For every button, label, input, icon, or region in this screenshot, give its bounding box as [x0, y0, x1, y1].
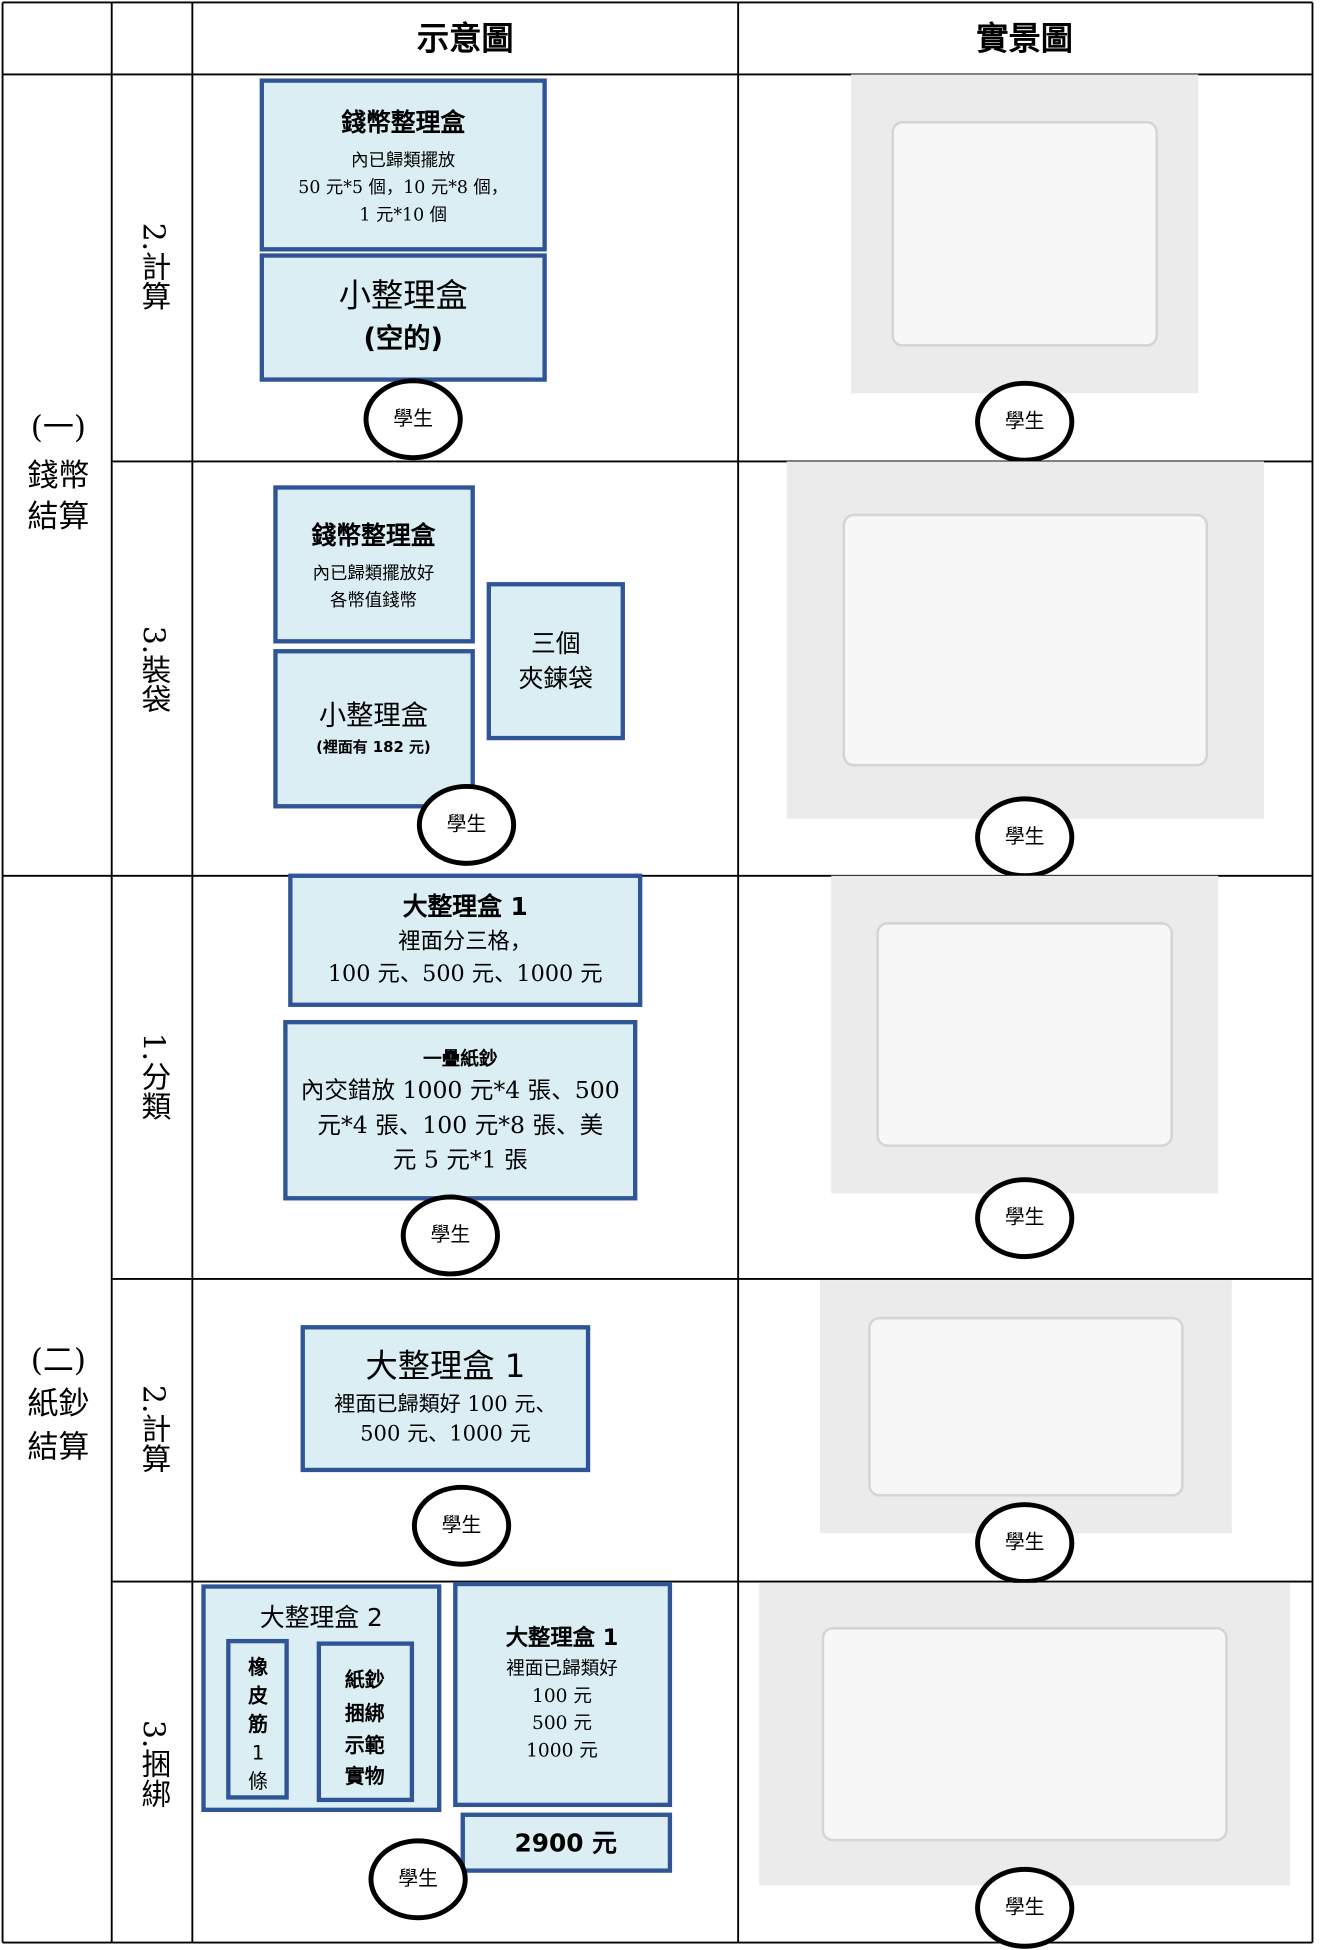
box-line: 示範 — [345, 1734, 385, 1757]
box-line: 1000 元 — [526, 1741, 598, 1762]
student-circle — [363, 378, 463, 461]
diagram-box — [288, 873, 643, 1007]
box-title: 錢幣整理盒 — [341, 108, 465, 137]
step-label: 3.裝袋 — [135, 626, 171, 714]
box-line: 裡面已歸類好 — [506, 1659, 618, 1680]
box-line: 內交錯放 1000 元*4 張、500 — [301, 1076, 620, 1104]
box-title: 大整理盒 1 — [506, 1624, 619, 1651]
student-label: 學生 — [1005, 1206, 1045, 1229]
group-label: 紙鈔 — [27, 1386, 89, 1422]
step-label: 1.分類 — [135, 1033, 171, 1121]
diagram-box — [453, 1581, 673, 1808]
box-title: 一疊紙鈔 — [423, 1048, 498, 1070]
photo-object — [821, 1626, 1228, 1842]
box-title: 錢幣整理盒 — [311, 521, 435, 550]
box-line: 裡面分三格， — [398, 929, 532, 955]
box-title: 小整理盒 — [339, 277, 468, 315]
header-cell: 實景圖 — [976, 19, 1073, 57]
box-line: 元 5 元*1 張 — [393, 1146, 528, 1174]
step-label: 3.捆綁 — [135, 1720, 170, 1808]
group-label: 錢幣 — [27, 458, 89, 494]
box-line: 各幣值錢幣 — [330, 591, 417, 611]
student-circle — [975, 380, 1075, 463]
box-title: 大整理盒 2 — [260, 1603, 383, 1632]
box-line: 裡面已歸類好 100 元、 — [334, 1391, 556, 1416]
box-title: 大整理盒 1 — [403, 892, 528, 921]
photo-object — [876, 922, 1174, 1147]
box-line: 橡 — [248, 1656, 268, 1679]
box-title: 2900 元 — [514, 1829, 617, 1858]
box-line: 500 元 — [532, 1713, 592, 1734]
box-line: 1 — [252, 1742, 265, 1765]
group-label: 結算 — [27, 499, 89, 535]
step-label: 2.計算 — [135, 223, 170, 311]
student-label: 學生 — [1005, 1531, 1045, 1554]
box-line: 100 元 — [532, 1686, 592, 1707]
diagram-box — [259, 78, 547, 252]
diagram-box — [259, 253, 547, 382]
diagram-box — [460, 1812, 673, 1873]
box-line: 內已歸類擺放 — [351, 151, 455, 171]
box-line: 500 元、1000 元 — [360, 1421, 531, 1446]
step-label: 2.計算 — [135, 1385, 170, 1473]
photo-object — [842, 513, 1209, 767]
student-circle — [975, 1502, 1075, 1585]
diagram-box — [486, 582, 625, 741]
student-label: 學生 — [393, 407, 433, 430]
box-line: 實物 — [345, 1765, 385, 1788]
box-line: 內已歸類擺放好 — [313, 564, 435, 584]
box-title: 小整理盒 — [319, 700, 428, 731]
box-line: 條 — [248, 1770, 268, 1793]
header-cell: 示意圖 — [417, 19, 514, 57]
group-label: (一) — [31, 410, 86, 446]
box-line: 皮 — [248, 1684, 268, 1707]
box-line: 筋 — [248, 1713, 268, 1736]
student-circle — [975, 1866, 1075, 1949]
student-label: 學生 — [1005, 1895, 1045, 1918]
student-label: 學生 — [1005, 409, 1045, 432]
student-label: 學生 — [447, 812, 487, 835]
box-line: 元*4 張、100 元*8 張、美 — [317, 1111, 603, 1139]
box-line: 捆綁 — [345, 1702, 385, 1725]
box-line: 夾鍊袋 — [519, 664, 593, 693]
student-circle — [975, 1177, 1075, 1260]
student-label: 學生 — [398, 1867, 438, 1890]
box-line: 100 元、500 元、1000 元 — [328, 961, 603, 987]
student-circle — [368, 1838, 468, 1921]
box-line: 紙鈔 — [345, 1668, 385, 1691]
diagram-box — [300, 1325, 591, 1473]
student-circle — [411, 1484, 512, 1567]
group-label: 結算 — [27, 1429, 89, 1465]
box-line: (空的) — [363, 322, 443, 354]
diagram-box — [273, 485, 475, 644]
student-circle — [400, 1194, 500, 1277]
box-line: 1 元*10 個 — [359, 205, 447, 225]
photo-object — [891, 121, 1158, 347]
diagram-box — [316, 1641, 415, 1803]
diagram-box — [226, 1638, 289, 1800]
box-title: 三個 — [531, 629, 581, 658]
box-line: (裡面有 182 元) — [316, 738, 431, 756]
diagram-box — [283, 1019, 638, 1201]
student-circle — [416, 783, 517, 866]
box-line: 50 元*5 個，10 元*8 個， — [298, 178, 508, 198]
box-title: 大整理盒 1 — [366, 1347, 526, 1385]
student-label: 學生 — [442, 1513, 482, 1536]
student-label: 學生 — [1005, 825, 1045, 848]
student-label: 學生 — [431, 1223, 471, 1246]
diagram-box — [273, 649, 475, 809]
photo-object — [868, 1316, 1184, 1497]
group-label: (二) — [31, 1343, 86, 1379]
